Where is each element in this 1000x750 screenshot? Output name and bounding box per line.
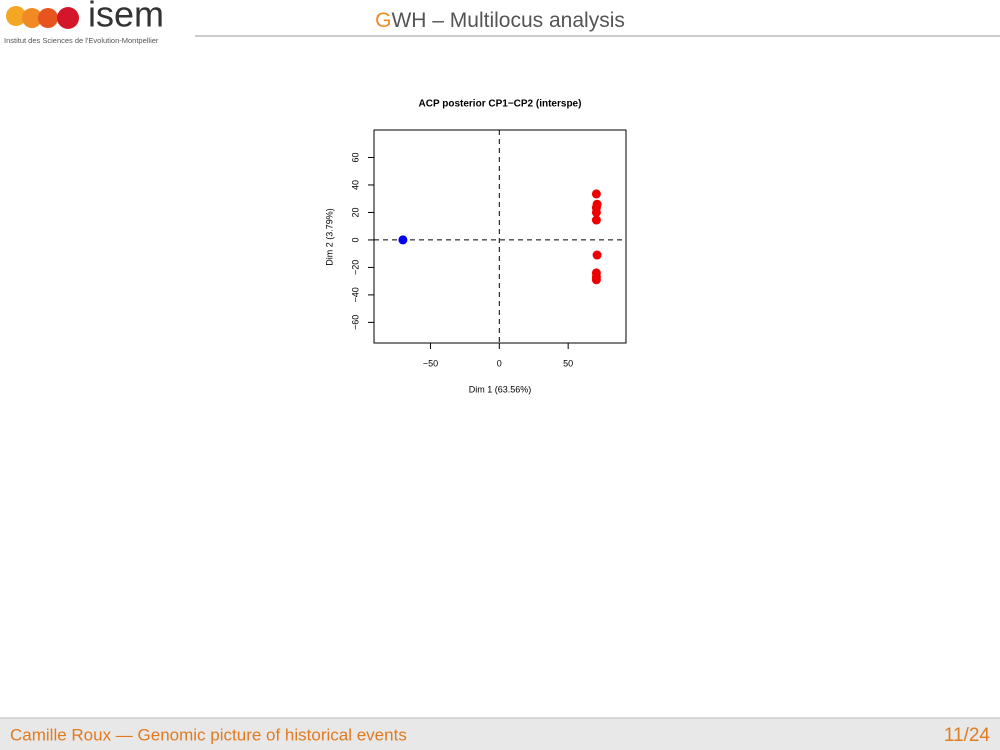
logo: isem Institut des Sciences de l'Evolutio…	[4, 0, 164, 45]
logo-dot	[6, 6, 26, 26]
y-tick-label: −40	[350, 287, 360, 302]
page-number: 11/24	[944, 725, 991, 746]
x-tick-label: 50	[563, 358, 573, 368]
plot-frame	[373, 129, 627, 344]
point	[591, 215, 601, 225]
point	[591, 275, 601, 285]
y-tick-label: 60	[350, 152, 360, 162]
slide-title: GWH – Multilocus analysis	[375, 9, 625, 32]
y-tick-label: 20	[350, 207, 360, 217]
logo-text: isem	[88, 0, 164, 35]
title-rest: WH – Multilocus analysis	[391, 9, 624, 32]
logo-dot	[57, 7, 79, 29]
x-axis-label: Dim 1 (63.56%)	[469, 384, 532, 394]
chart: ACP posterior CP1−CP2 (interspe) Dim 1 (6…	[324, 99, 627, 394]
logo-subtitle: Institut des Sciences de l'Evolution-Mon…	[4, 36, 159, 45]
point	[592, 250, 602, 260]
footer-text: Camille Roux — Genomic picture of histor…	[10, 725, 407, 744]
chart-title: ACP posterior CP1−CP2 (interspe)	[419, 99, 582, 110]
y-tick-label: 0	[350, 237, 360, 242]
y-tick-label: 40	[350, 180, 360, 190]
footer-bar	[0, 718, 1000, 750]
point	[591, 189, 601, 199]
y-axis-label: Dim 2 (3.79%)	[324, 208, 334, 266]
x-tick-label: −50	[423, 358, 438, 368]
title-accent: G	[375, 9, 391, 32]
logo-dot	[22, 8, 42, 28]
y-tick-label: −60	[350, 315, 360, 330]
x-tick-label: 0	[497, 358, 502, 368]
logo-dot	[38, 8, 58, 28]
y-tick-label: −20	[350, 260, 360, 275]
point	[398, 235, 408, 245]
point	[591, 207, 601, 217]
